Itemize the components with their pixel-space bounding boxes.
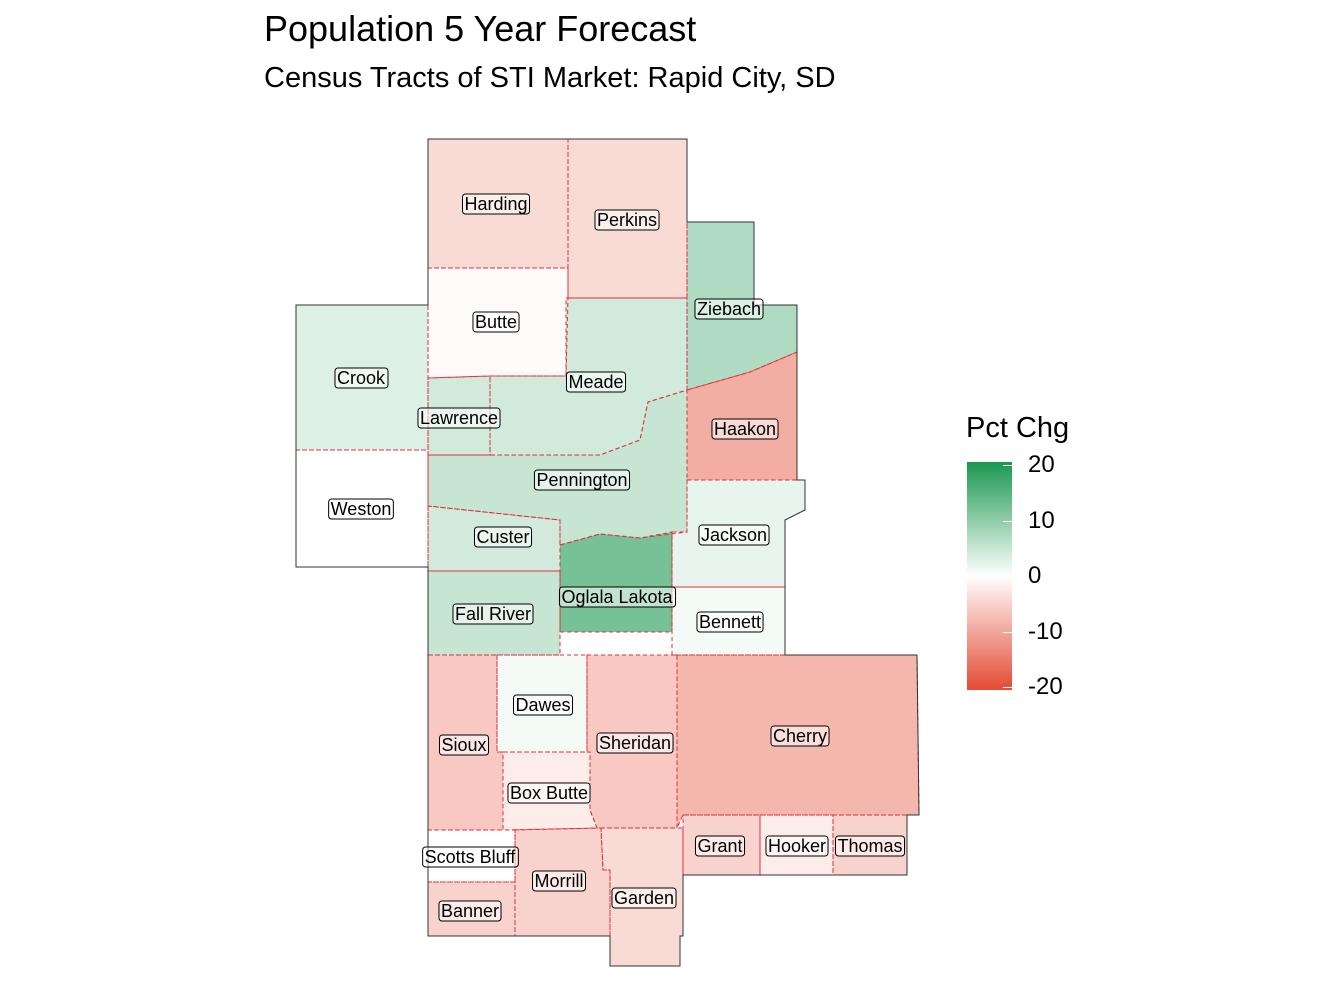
market-outline	[295, 138, 920, 967]
svg-text:Meade: Meade	[568, 372, 623, 392]
svg-text:Weston: Weston	[331, 499, 392, 519]
county-label-thomas: Thomas	[834, 835, 906, 857]
legend-title: Pct Chg	[966, 412, 1070, 444]
svg-text:Banner: Banner	[441, 901, 499, 921]
legend-tick-label: 0	[1028, 562, 1042, 589]
county-border-oglala-lakota	[559, 531, 673, 633]
svg-text:Fall River: Fall River	[455, 604, 531, 624]
svg-text:Cherry: Cherry	[773, 726, 827, 746]
county-border-meade	[489, 297, 688, 456]
svg-text:Butte: Butte	[475, 312, 517, 332]
legend-tick-label: 20	[1028, 451, 1055, 478]
county-label-jackson: Jackson	[698, 524, 770, 546]
county-label-perkins: Perkins	[594, 209, 660, 231]
legend-tick-label: -10	[1028, 617, 1063, 645]
county-label-butte: Butte	[472, 311, 520, 333]
county-label-banner: Banner	[438, 900, 502, 922]
county-border-pennington	[427, 389, 688, 546]
map-title: Population 5 Year Forecast	[264, 8, 697, 49]
county-label-custer: Custer	[473, 526, 533, 548]
county-border-fall-river	[427, 570, 561, 656]
county-border-box-butte	[502, 751, 598, 831]
county-label-grant: Grant	[694, 835, 746, 857]
county-label-cherry: Cherry	[770, 725, 830, 747]
map-subtitle: Census Tracts of STI Market: Rapid City,…	[264, 62, 836, 94]
svg-text:Box Butte: Box Butte	[510, 783, 588, 803]
county-pennington	[428, 390, 687, 545]
svg-text:Perkins: Perkins	[597, 210, 657, 230]
svg-text:Garden: Garden	[614, 888, 674, 908]
county-label-hooker: Hooker	[765, 835, 829, 857]
county-label-harding: Harding	[461, 193, 531, 215]
legend-tick-mark	[1003, 520, 1012, 522]
county-label-garden: Garden	[611, 887, 677, 909]
svg-text:Scotts Bluff: Scotts Bluff	[425, 847, 517, 867]
county-oglala-lakota	[560, 532, 672, 632]
svg-text:Harding: Harding	[464, 194, 527, 214]
county-border-garden	[600, 827, 684, 967]
county-label-weston: Weston	[328, 498, 394, 520]
legend-tick-label: 10	[1028, 506, 1055, 534]
county-label-haakon: Haakon	[711, 418, 779, 440]
svg-text:Ziebach: Ziebach	[697, 299, 761, 319]
county-label-bennett: Bennett	[696, 611, 764, 633]
county-label-fall-river: Fall River	[452, 603, 534, 625]
svg-text:Grant: Grant	[697, 836, 742, 856]
county-label-crook: Crook	[334, 367, 389, 389]
county-label-morrill: Morrill	[532, 870, 586, 892]
legend-tick-label: -20	[1028, 673, 1063, 700]
legend-tick-mark	[1003, 465, 1012, 466]
county-label-scotts-bluff: Scotts Bluff	[422, 846, 519, 868]
county-label-lawrence: Lawrence	[417, 407, 501, 429]
svg-text:Sheridan: Sheridan	[599, 733, 671, 753]
svg-text:Bennett: Bennett	[699, 612, 761, 632]
county-label-sheridan: Sheridan	[596, 732, 674, 754]
svg-text:Lawrence: Lawrence	[420, 408, 498, 428]
county-haakon	[687, 352, 797, 480]
county-label-sioux: Sioux	[438, 734, 490, 756]
county-border-lawrence	[427, 375, 491, 456]
svg-text:Oglala Lakota: Oglala Lakota	[561, 587, 673, 607]
svg-text:Jackson: Jackson	[701, 525, 767, 545]
svg-text:Sioux: Sioux	[441, 735, 486, 755]
legend-tick-mark	[1003, 576, 1012, 577]
county-label-ziebach: Ziebach	[694, 298, 764, 320]
svg-text:Pennington: Pennington	[536, 470, 627, 490]
county-border-bennett	[671, 586, 786, 656]
svg-text:Crook: Crook	[337, 368, 386, 388]
legend-tick-mark	[1003, 631, 1012, 633]
county-label-oglala-lakota: Oglala Lakota	[558, 586, 677, 608]
county-label-dawes: Dawes	[512, 694, 574, 716]
svg-text:Morrill: Morrill	[535, 871, 584, 891]
svg-text:Custer: Custer	[476, 527, 529, 547]
county-label-meade: Meade	[565, 371, 627, 393]
svg-text:Hooker: Hooker	[768, 836, 826, 856]
county-border-scotts-bluff	[427, 829, 516, 883]
svg-text:Dawes: Dawes	[515, 695, 570, 715]
county-label-pennington: Pennington	[533, 469, 631, 491]
svg-text:Haakon: Haakon	[714, 419, 776, 439]
county-label-box-butte: Box Butte	[507, 782, 591, 804]
legend-tick-mark	[1003, 687, 1012, 688]
svg-text:Thomas: Thomas	[837, 836, 902, 856]
